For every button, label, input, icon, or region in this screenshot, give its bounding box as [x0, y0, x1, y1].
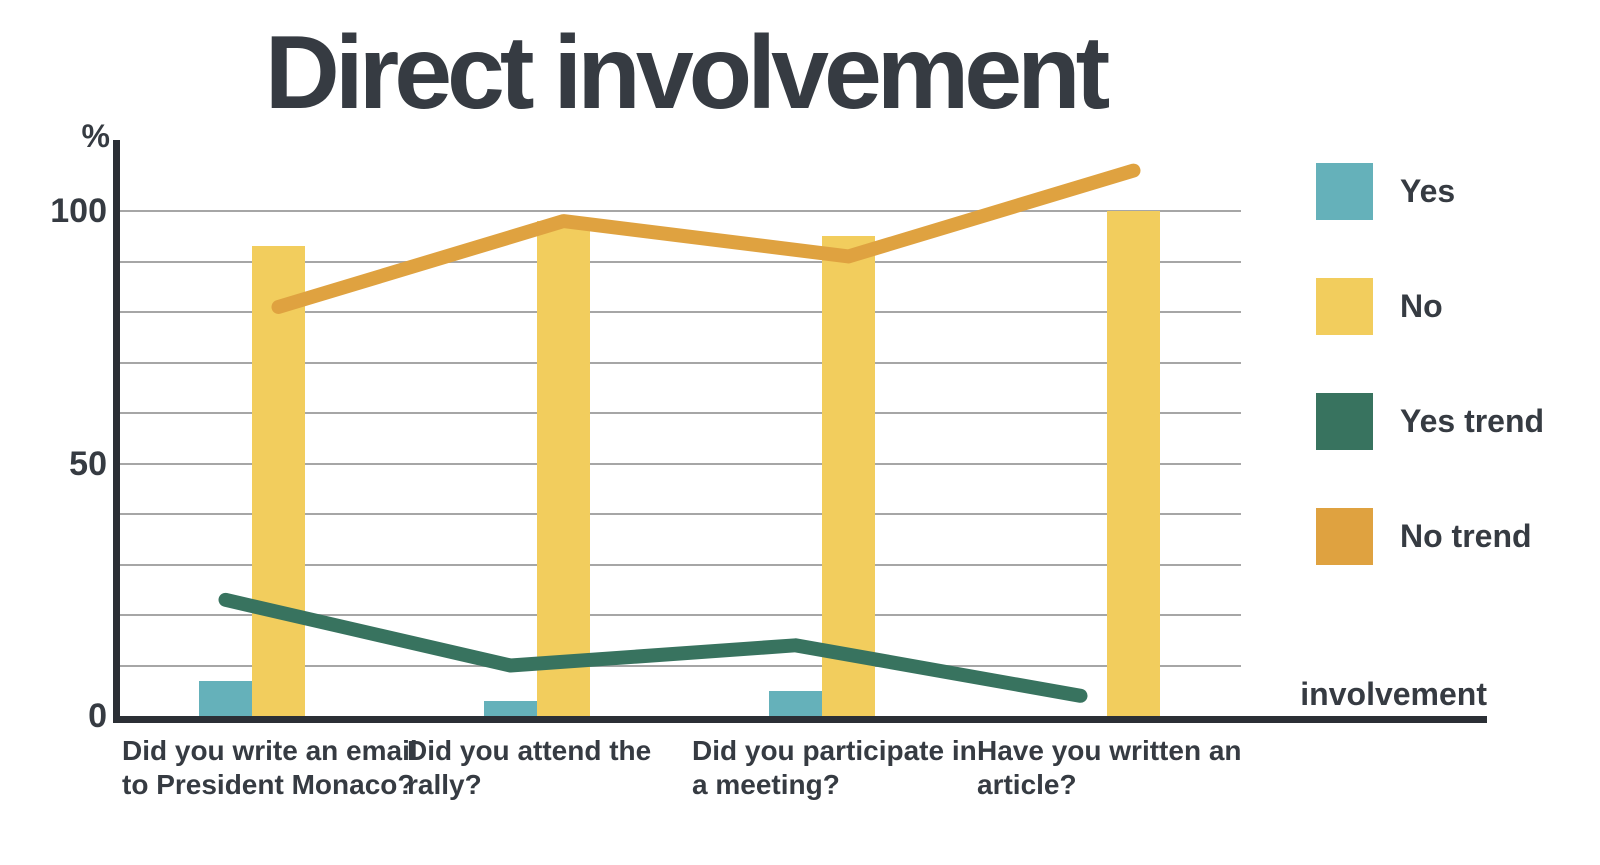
legend-label: No trend: [1400, 518, 1532, 554]
chart-title: Direct involvement: [264, 15, 1111, 131]
gridline: [120, 513, 1241, 515]
gridline: [120, 412, 1241, 414]
x-axis-title: involvement: [1300, 676, 1487, 712]
bar-no: [822, 236, 875, 716]
legend-label: No: [1400, 288, 1443, 324]
bar-no: [1107, 211, 1160, 716]
gridline: [120, 462, 1241, 465]
category-label: Did you attend the rally?: [407, 735, 652, 800]
legend-swatch-no: [1316, 278, 1373, 335]
y-tick-label: 50: [69, 444, 107, 483]
y-axis-unit-label: %: [81, 118, 110, 154]
bar-no: [537, 221, 590, 716]
bar-yes: [484, 700, 537, 716]
y-tick-label: 0: [88, 697, 107, 735]
legend-item: Yes: [1316, 163, 1455, 220]
y-tick-label: 100: [50, 192, 107, 230]
no-trend-line: [271, 163, 1141, 314]
x-axis: [113, 716, 1487, 723]
legend-swatch-yes: [1316, 163, 1373, 220]
y-axis: [113, 140, 120, 723]
legend-label: Yes trend: [1400, 403, 1545, 439]
gridline: [120, 210, 1241, 212]
gridline: [120, 563, 1241, 566]
category-label: Have you written an article?: [977, 735, 1242, 800]
bar-yes: [769, 690, 822, 716]
category-label: Did you participate in a meeting?: [692, 735, 977, 800]
legend-item: No trend: [1316, 508, 1532, 565]
gridline: [120, 361, 1241, 364]
category-label: Did you write an email to President Mona…: [122, 735, 418, 800]
bar-no: [252, 246, 305, 716]
legend-swatch-yes-trend: [1316, 393, 1373, 450]
legend-item: No: [1316, 278, 1443, 335]
legend-swatch-no-trend: [1316, 508, 1373, 565]
legend-label: Yes: [1400, 173, 1456, 209]
bar-yes: [199, 680, 252, 716]
legend-item: Yes trend: [1316, 393, 1544, 450]
